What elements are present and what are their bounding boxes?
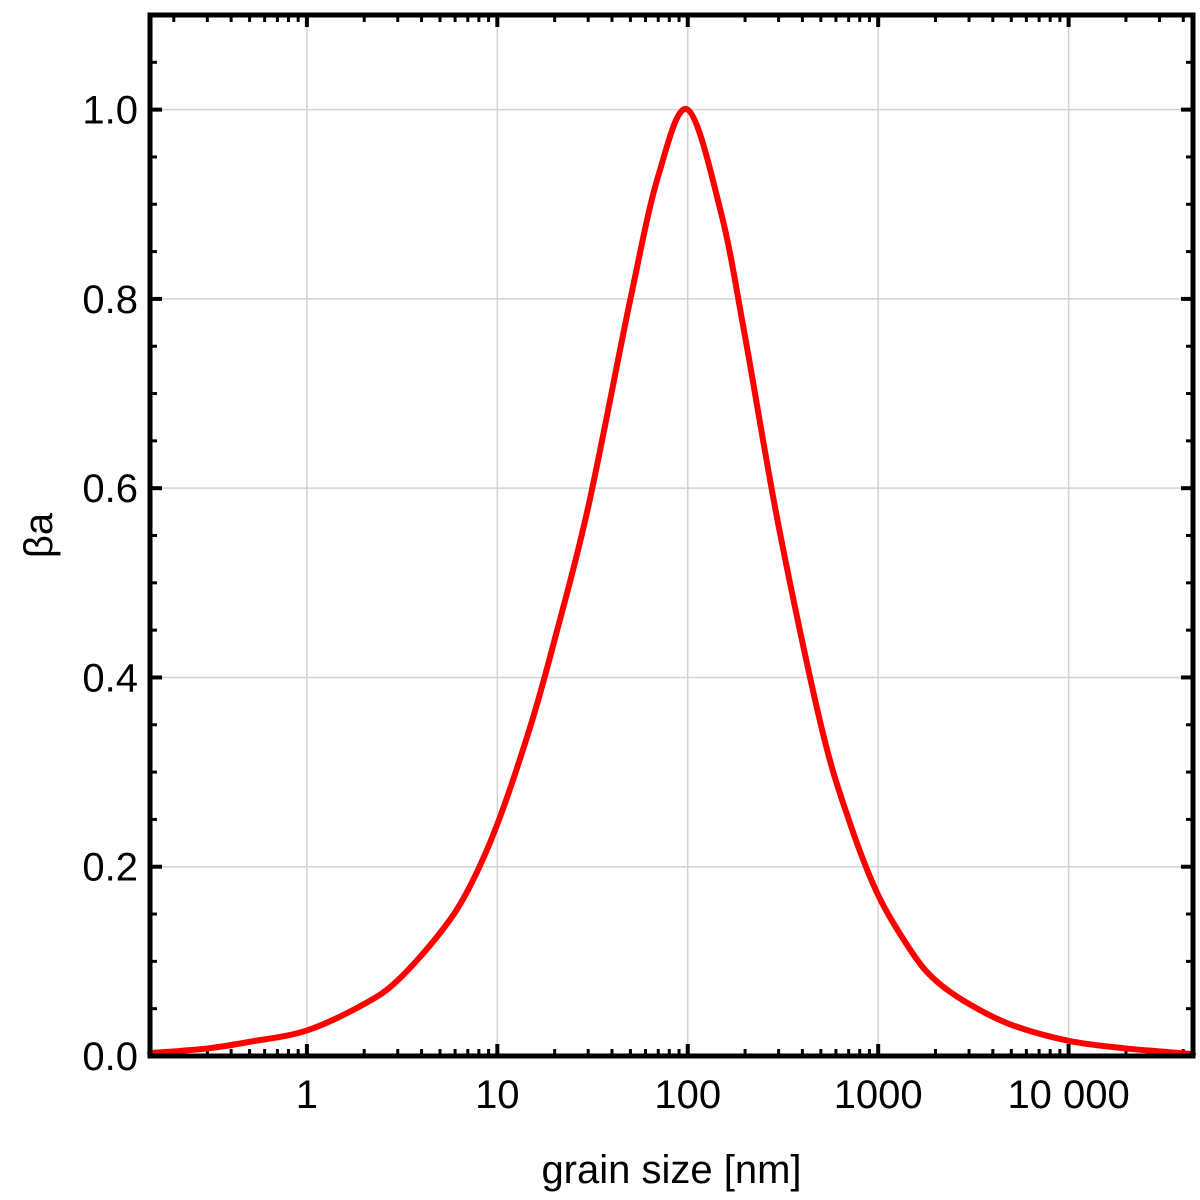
plot-frame [147,12,1196,1059]
y-tick-label: 0.0 [82,1035,138,1079]
y-tick-label: 1.0 [82,89,138,133]
x-tick-label: 1 [296,1073,318,1117]
x-axis-title: grain size [nm] [541,1148,801,1192]
y-axis-ticks: 0.0 0.2 0.4 0.6 0.8 1.0 [82,89,1193,1079]
y-axis-title: βa [17,512,61,558]
y-tick-label: 0.4 [82,656,138,700]
y-tick-label: 0.2 [82,846,138,890]
x-tick-label: 1000 [834,1073,923,1117]
y-tick-label: 0.6 [82,467,138,511]
series-line [147,106,1196,1058]
x-tick-label: 10 000 [1007,1073,1129,1117]
x-tick-label: 100 [654,1073,721,1117]
y-tick-label: 0.8 [82,278,138,322]
x-tick-label: 10 [475,1073,520,1117]
x-axis-ticks: 1 10 100 1000 10 000 [296,15,1130,1117]
grid-lines [150,15,1193,1056]
series-layer [147,106,1196,1058]
